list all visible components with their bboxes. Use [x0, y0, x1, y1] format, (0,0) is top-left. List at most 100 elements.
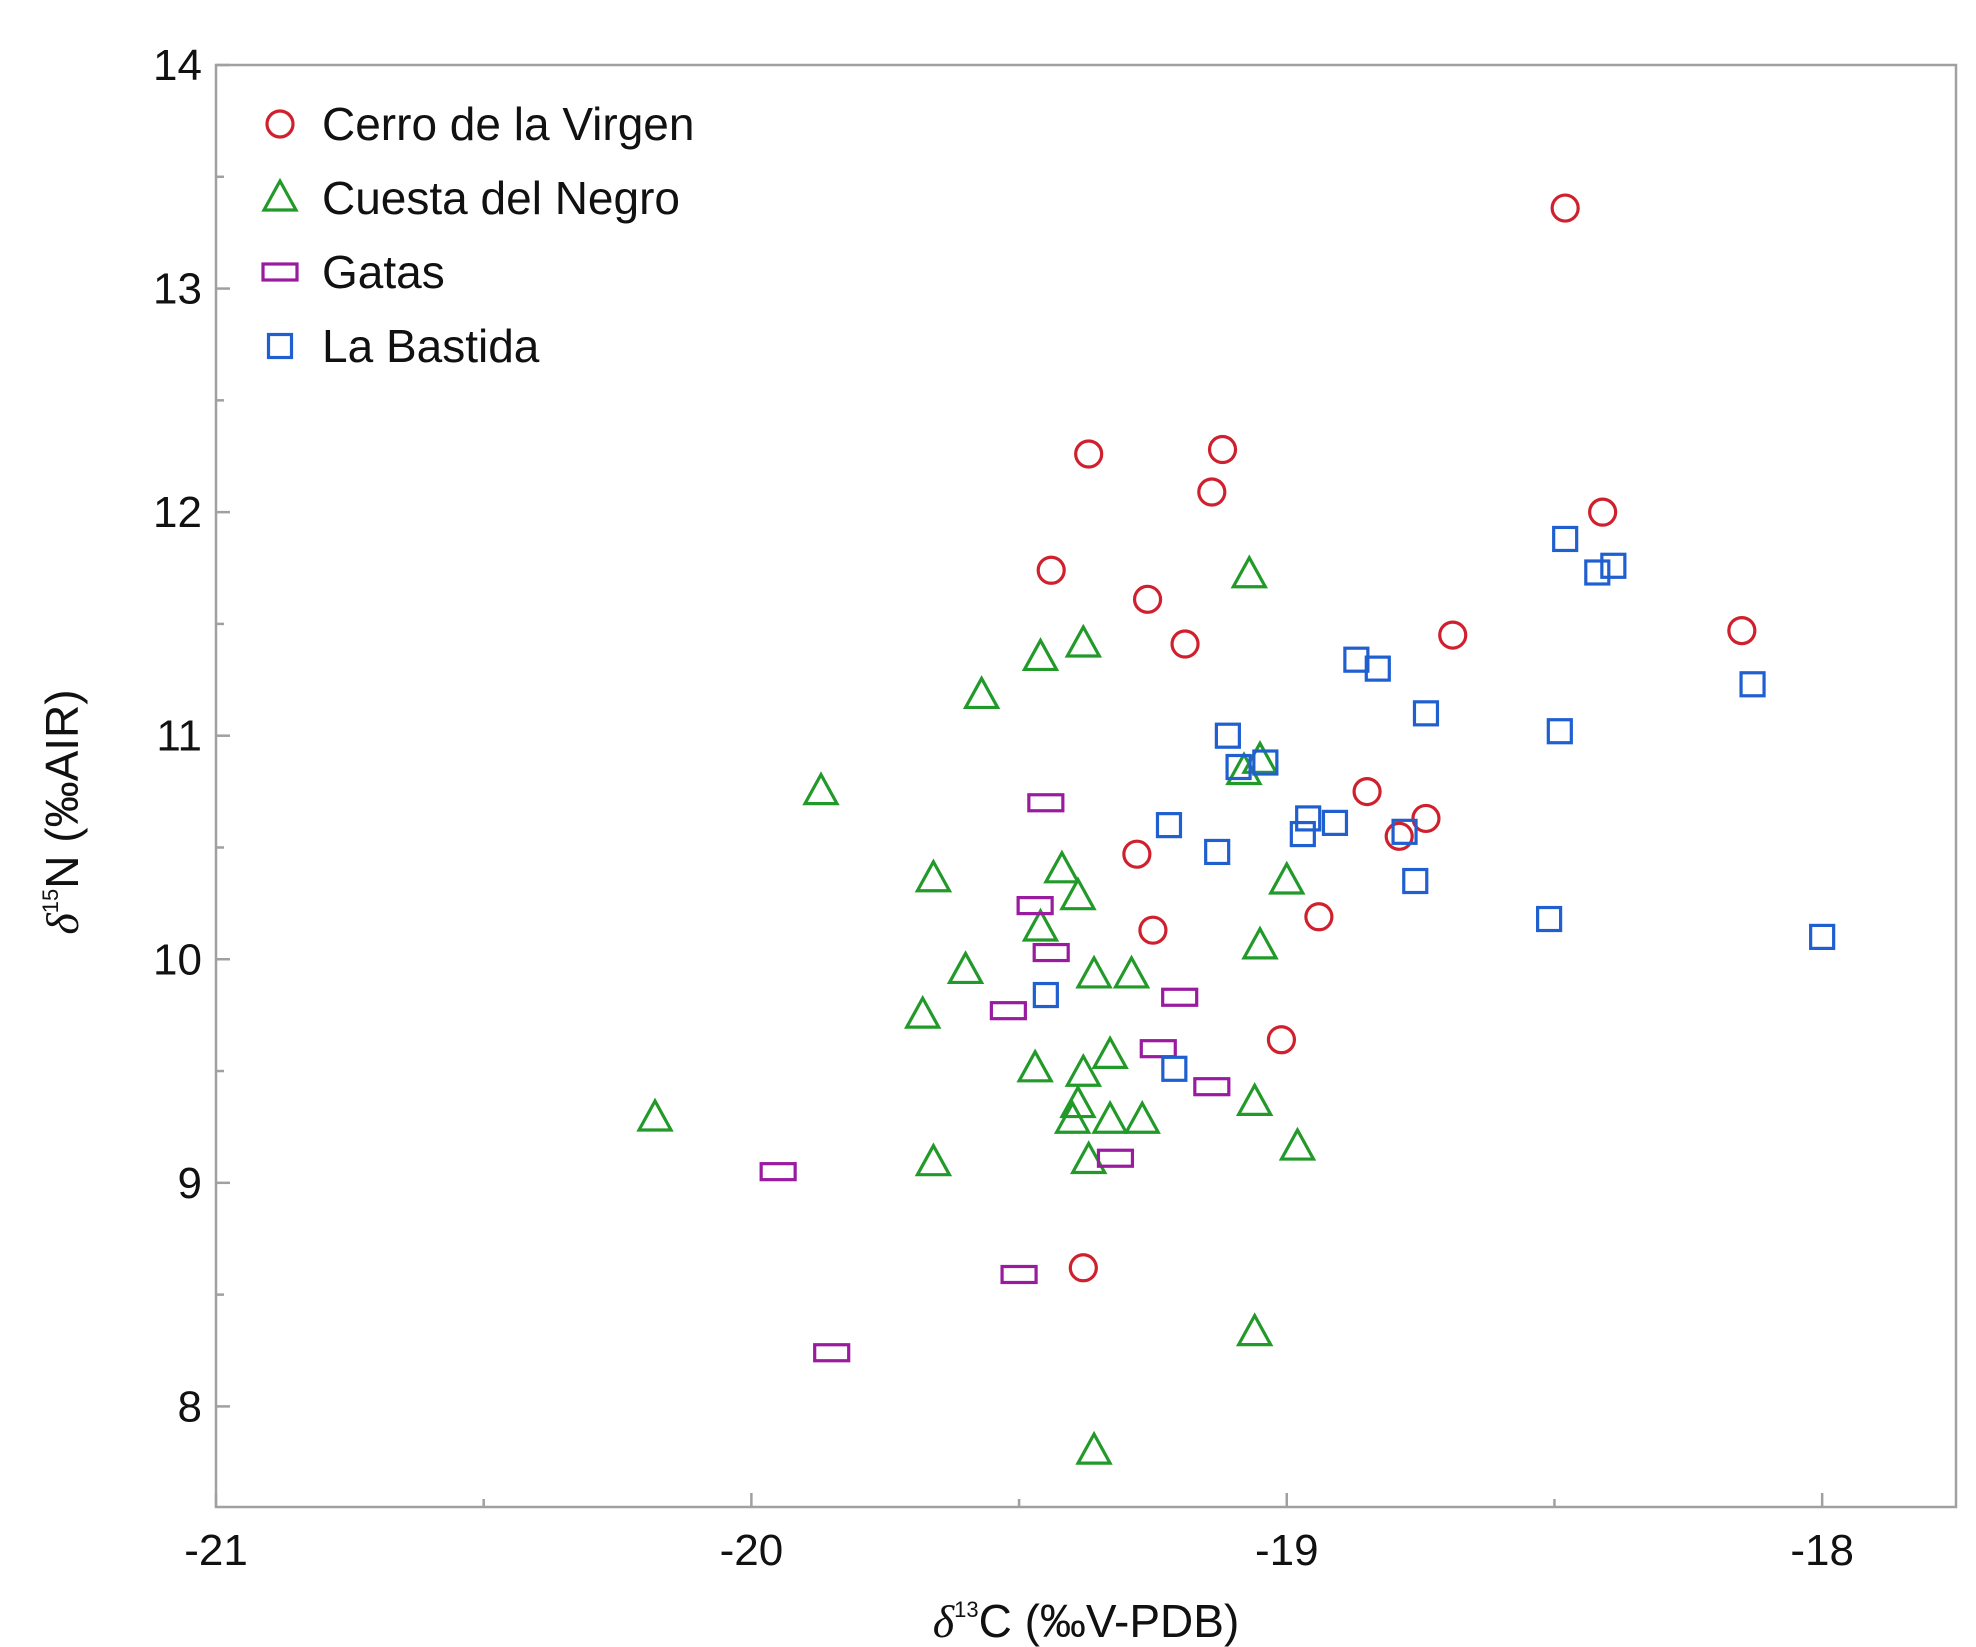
data-point [1064, 623, 1103, 658]
data-point [1295, 805, 1322, 832]
y-tick-label: 11 [156, 712, 202, 761]
plot-frame [214, 63, 1958, 1509]
data-point [1230, 554, 1269, 589]
data-point [1064, 1052, 1103, 1087]
data-point [1588, 497, 1618, 527]
x-axis: -21 -20 -19 -18 [184, 1493, 1854, 1575]
data-point [1225, 751, 1263, 786]
data-point [914, 858, 953, 893]
data-point [636, 1097, 674, 1132]
data-points [636, 193, 1836, 1465]
legend-item-la-bastida: La Bastida [266, 320, 540, 372]
data-point [1809, 923, 1836, 951]
data-point [1384, 821, 1414, 851]
legend-label: Cuesta del Negro [322, 172, 680, 224]
data-point [1096, 1148, 1135, 1168]
data-point [1021, 637, 1060, 672]
y-axis-title: δ15N (‰AIR) [36, 689, 88, 934]
data-point [1000, 1264, 1038, 1285]
data-point [1536, 905, 1563, 933]
data-point [1391, 818, 1418, 845]
data-point [1214, 722, 1241, 749]
data-point [1241, 739, 1279, 774]
data-point [1074, 439, 1104, 469]
data-point [1550, 193, 1580, 223]
data-point [1091, 1099, 1129, 1134]
data-point [1161, 987, 1199, 1007]
data-point [1268, 860, 1306, 895]
data-point [1059, 876, 1097, 911]
data-point [1235, 1082, 1274, 1116]
data-point [1139, 1039, 1177, 1059]
data-point [1075, 954, 1113, 989]
legend-item-cuesta-del-negro: Cuesta del Negro [261, 172, 680, 224]
data-point [802, 771, 840, 806]
data-point [1112, 954, 1151, 989]
data-point [1091, 1035, 1129, 1069]
x-axis-title-symbol: δ [933, 1596, 955, 1647]
data-point [813, 1343, 851, 1363]
data-point [759, 1162, 797, 1182]
legend: Cerro de la Virgen Cuesta del Negro Gatas L… [261, 98, 694, 372]
x-axis-title-superscript: 13 [954, 1597, 978, 1622]
data-point [1304, 902, 1334, 932]
x-tick-label: -18 [1790, 1526, 1854, 1575]
data-point [1402, 867, 1429, 895]
data-point [962, 675, 1001, 710]
data-point [1170, 629, 1200, 659]
data-point [1155, 812, 1183, 839]
legend-item-cerro-de-la-virgen: Cerro de la Virgen [265, 98, 694, 150]
series-la-bastida [1032, 525, 1836, 1082]
data-point [914, 1142, 953, 1177]
x-tick-label: -19 [1255, 1526, 1319, 1575]
data-point [1132, 584, 1163, 614]
data-point [1364, 655, 1391, 682]
data-point [1411, 803, 1441, 834]
data-point [1193, 1077, 1231, 1097]
data-point [1289, 820, 1316, 848]
legend-marker-rect [261, 262, 299, 282]
data-point [1068, 1253, 1098, 1283]
data-point [1161, 1055, 1188, 1082]
data-point [1727, 616, 1757, 646]
data-point [1739, 671, 1766, 698]
y-tick-label: 8 [178, 1382, 202, 1431]
data-point [1552, 525, 1579, 553]
data-point [1075, 1430, 1113, 1465]
data-point [1546, 718, 1573, 745]
data-point [903, 994, 942, 1029]
data-point [1252, 749, 1279, 776]
data-point [1032, 981, 1059, 1009]
legend-marker-triangle [261, 177, 299, 212]
legend-label: Gatas [322, 246, 445, 298]
data-point [1207, 434, 1238, 465]
data-point [1027, 793, 1065, 813]
data-point [1438, 620, 1468, 650]
data-point [1321, 809, 1349, 836]
y-axis-title-symbol: δ [37, 913, 88, 935]
data-point [1600, 552, 1627, 579]
data-point [989, 1001, 1027, 1021]
data-point [1043, 849, 1081, 884]
y-tick-label: 14 [153, 41, 202, 90]
data-point [946, 950, 985, 985]
series-gatas [759, 793, 1231, 1363]
data-point [1053, 1099, 1092, 1134]
data-point [1122, 839, 1152, 869]
y-axis: 8 9 10 11 12 13 14 [153, 41, 230, 1431]
data-point [1343, 646, 1370, 673]
y-tick-label: 9 [178, 1159, 202, 1208]
x-tick-label: -20 [720, 1526, 784, 1575]
data-point [1016, 896, 1054, 916]
data-point [1412, 700, 1440, 727]
data-point [1241, 925, 1279, 960]
series-cerro-de-la-virgen [1036, 193, 1757, 1283]
data-point [1036, 555, 1066, 585]
y-tick-label: 13 [153, 265, 202, 314]
data-point [1021, 907, 1060, 942]
data-point [1138, 915, 1168, 945]
y-axis-title-text: N (‰AIR) [36, 689, 88, 888]
data-point [1069, 1140, 1108, 1175]
data-point [1352, 776, 1382, 807]
